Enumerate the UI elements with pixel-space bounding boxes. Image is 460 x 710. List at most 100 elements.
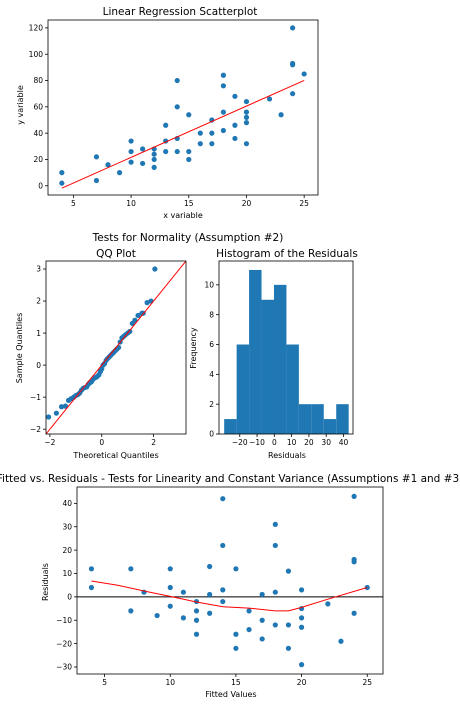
chart1-xtick-label-2: 15 (184, 199, 194, 208)
chart3-bar-2 (249, 269, 262, 434)
chart4-ytick-label-3: 0 (67, 593, 72, 602)
chart1-xtick-label-4: 25 (299, 199, 309, 208)
chart4-frame (76, 486, 384, 675)
chart1-point-21 (174, 77, 180, 84)
chart1-point-36 (232, 93, 238, 99)
chart4-ytick-label-5: 20 (62, 546, 72, 555)
chart4-point-48 (364, 584, 370, 591)
chart4-point-6 (167, 603, 173, 609)
chart4-ylabel: Residuals (41, 563, 50, 601)
chart2-point-42 (132, 317, 138, 323)
chart1-point-44 (290, 91, 296, 97)
chart2-ref-line (46, 261, 186, 434)
chart4-ytick-label-0: −30 (56, 663, 72, 672)
chart4-xtick-label-2: 15 (231, 678, 241, 687)
chart3-xtick-label-5: 30 (321, 438, 331, 447)
chart2-point-47 (148, 298, 154, 304)
chart3-xtick-label-6: 40 (339, 438, 349, 447)
chart1-ytick-label-2: 40 (33, 129, 43, 138)
chart4-point-13 (193, 608, 200, 614)
chart2-point-0 (46, 414, 52, 420)
chart4-point-46 (351, 556, 357, 563)
chart1-point-30 (220, 127, 226, 134)
chart1-point-31 (220, 109, 226, 115)
chart4-point-31 (272, 589, 278, 595)
chart3-title: Histogram of the Residuals (216, 248, 358, 260)
chart2-point-2 (58, 404, 65, 410)
chart3-xtick-label-3: 10 (287, 438, 297, 447)
chart1-xtick-label-0: 5 (71, 199, 76, 208)
chart4-point-27 (259, 636, 265, 642)
chart1-plot-area (59, 25, 307, 189)
chart1-point-33 (220, 72, 226, 78)
chart2-point-3 (62, 403, 69, 409)
chart4-point-44 (351, 610, 357, 616)
chart4-point-15 (207, 610, 213, 616)
chart1-point-26 (197, 130, 203, 136)
chart1-xtick-label-1: 10 (126, 199, 136, 208)
chart3-xtick-label-1: −10 (249, 438, 265, 447)
chart4-point-1 (88, 566, 95, 572)
chart2-point-43 (135, 312, 141, 319)
chart3-bar-7 (311, 404, 324, 434)
chart3-frame (218, 260, 354, 435)
chart4-point-3 (128, 566, 134, 572)
chart2-xtick-label-0: −2 (44, 438, 55, 447)
chart1-point-3 (93, 154, 100, 160)
chart4-point-42 (325, 601, 331, 607)
chart4-xtick-label-0: 5 (102, 678, 107, 687)
chart1-point-23 (186, 148, 192, 155)
chart2-ytick-label-3: 1 (36, 329, 41, 338)
chart4-point-9 (180, 615, 186, 621)
chart4-point-23 (233, 631, 239, 637)
chart4-point-41 (298, 587, 305, 593)
chart4-xtick-label-4: 25 (362, 678, 372, 687)
chart4-ytick-label-6: 30 (62, 522, 72, 531)
chart1-ytick-label-4: 80 (33, 76, 43, 85)
chart2-point-46 (144, 300, 150, 306)
chart1-point-41 (243, 98, 250, 105)
chart3-ytick-label-1: 2 (209, 400, 214, 409)
chart4-point-16 (207, 591, 213, 598)
chart4-point-30 (272, 622, 278, 628)
chart2-ytick-label-2: 0 (36, 361, 41, 370)
chart1-point-24 (186, 112, 192, 118)
chart3-bar-8 (323, 419, 337, 434)
chart1-point-0 (59, 180, 65, 186)
chart2-ytick-label-0: −2 (30, 425, 41, 434)
chart1-fit-line (61, 79, 305, 189)
chart1-point-38 (243, 120, 250, 126)
chart1-frame (47, 19, 319, 196)
chart4-point-8 (167, 566, 173, 572)
chart1-xtick-label-3: 20 (242, 199, 252, 208)
chart4-point-32 (272, 542, 278, 549)
chart1-point-5 (116, 170, 123, 176)
chart1-point-27 (209, 141, 215, 147)
chart1-point-8 (128, 138, 134, 144)
chart2-frame (45, 260, 187, 435)
chart2-point-48 (152, 266, 158, 272)
chart1-point-22 (186, 156, 192, 163)
chart3-ytick-label-2: 4 (209, 370, 214, 379)
chart3-xtick-label-4: 20 (304, 438, 314, 447)
chart3-bar-0 (224, 419, 237, 434)
chart1-point-18 (174, 148, 180, 155)
chart1-ytick-label-5: 100 (29, 50, 44, 59)
chart1-axes: 5 10 15 20 25 0 20 40 60 80 100 120 (29, 19, 319, 208)
chart4-ytick-label-4: 10 (62, 569, 72, 578)
chart4-point-24 (233, 566, 239, 572)
chart3-bar-9 (336, 404, 349, 434)
chart4-title: Fitted vs. Residuals - Tests for Lineari… (0, 473, 460, 485)
chart2-ytick-label-4: 2 (36, 297, 41, 306)
chart4-point-18 (220, 598, 226, 605)
chart4-point-11 (193, 631, 200, 637)
chart1-point-40 (243, 109, 250, 115)
chart4-point-35 (285, 622, 292, 628)
chart1-ytick-label-1: 20 (33, 155, 43, 164)
chart4-point-37 (298, 662, 305, 668)
chart1-point-13 (151, 151, 157, 157)
chart4-xtick-label-3: 20 (297, 678, 307, 687)
chart4-point-26 (246, 608, 252, 614)
chart2-axes: −2 0 2 −2 −1 0 1 2 3 (30, 260, 187, 447)
chart4-point-33 (272, 521, 278, 528)
